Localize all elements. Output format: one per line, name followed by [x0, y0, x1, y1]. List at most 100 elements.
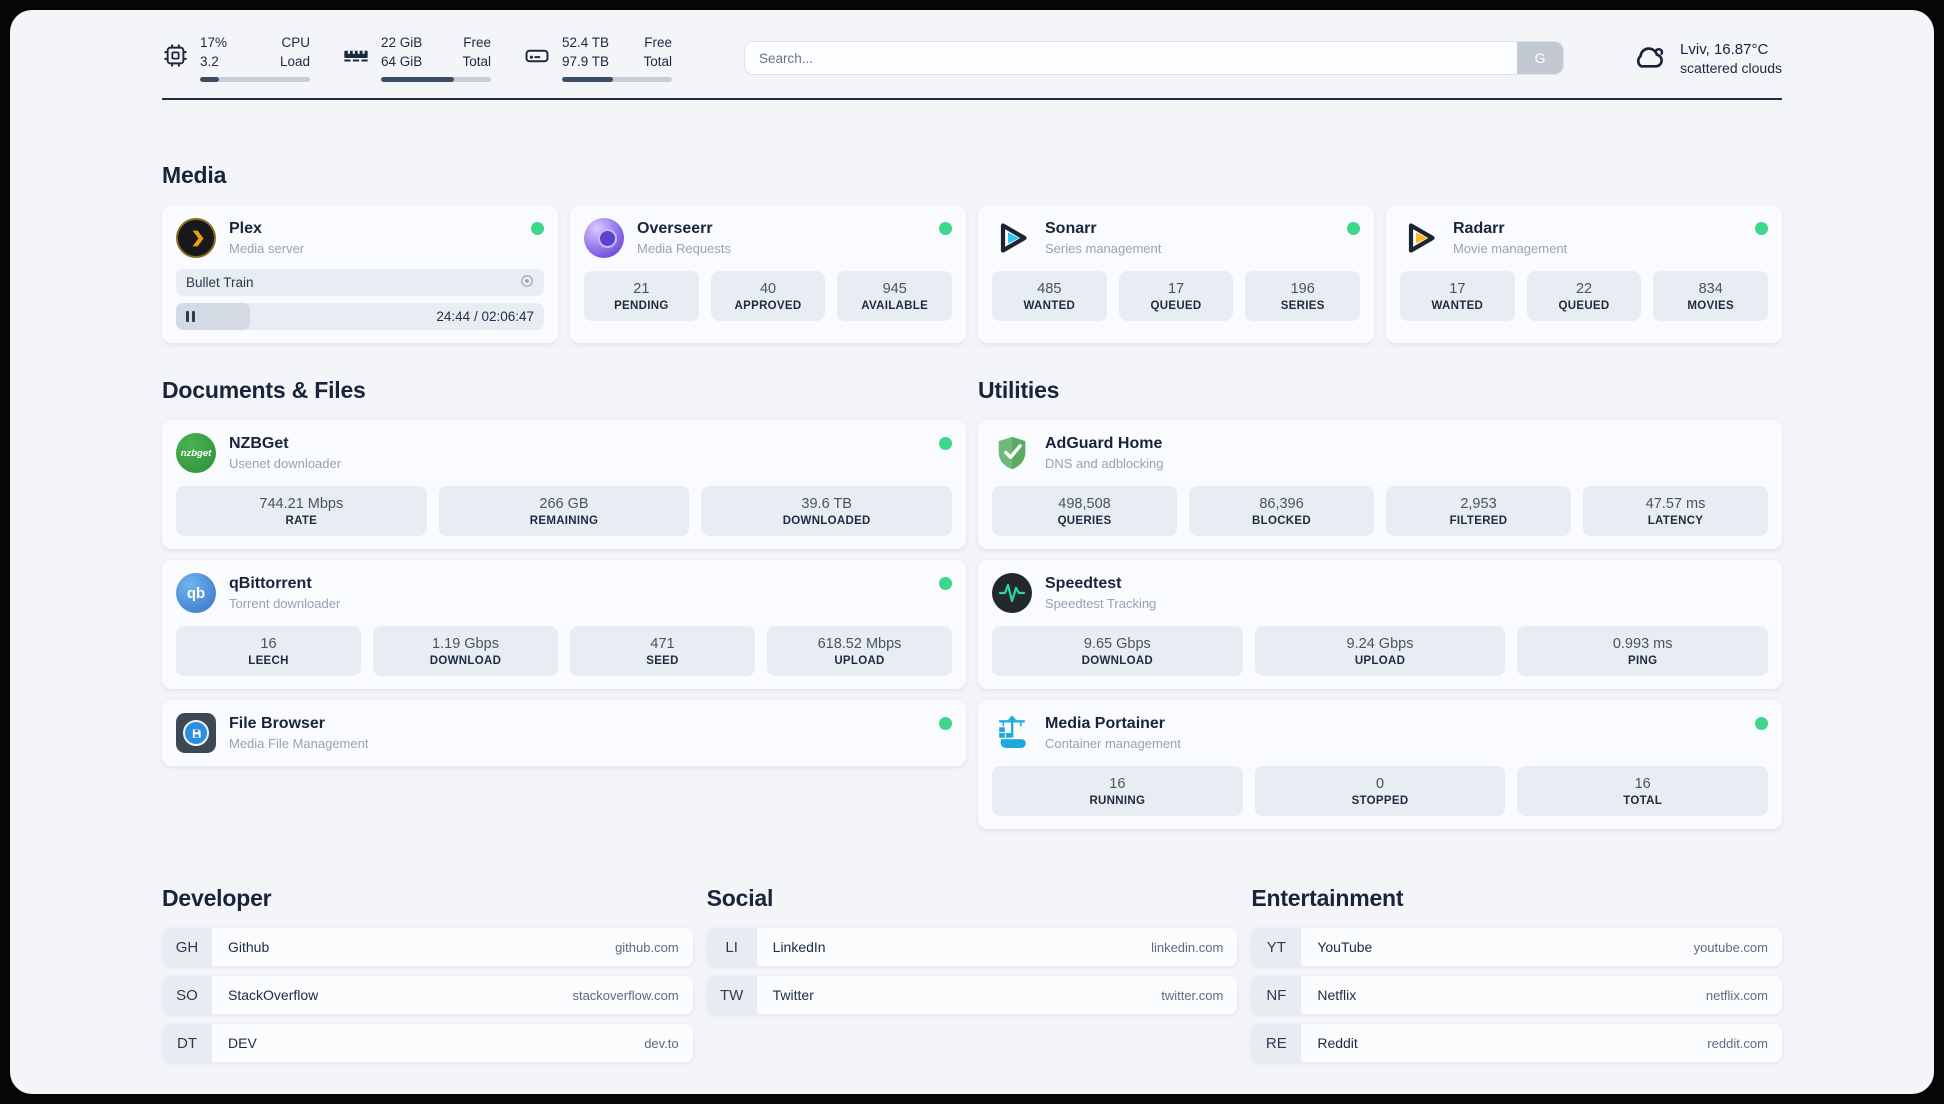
weather-condition: scattered clouds: [1680, 59, 1782, 76]
section-title-media: Media: [162, 162, 227, 188]
ram-total-value: 64 GiB: [381, 54, 423, 69]
app-card-overseerr[interactable]: Overseerr Media Requests 21 PENDING 40 APP…: [570, 205, 966, 343]
memory-icon: [342, 42, 370, 82]
stat-total: 16 TOTAL: [1517, 766, 1769, 816]
app-name: File Browser: [229, 715, 326, 732]
pause-icon[interactable]: [186, 311, 195, 322]
disk-widget: 52.4 TB 97.9 TB Free Total: [523, 34, 672, 82]
stat-wanted: 485 WANTED: [992, 271, 1107, 321]
bookmark-name: LinkedIn: [772, 939, 826, 955]
cpu-percent: 17%: [200, 35, 228, 51]
ram-label-1: Free: [463, 35, 491, 51]
bookmark-url: youtube.com: [1693, 939, 1768, 955]
app-card-portainer[interactable]: Media Portainer Container management 16 R…: [978, 700, 1782, 829]
plex-icon: [176, 218, 216, 258]
bookmark-url: linkedin.com: [1151, 939, 1224, 955]
app-name: Speedtest: [1045, 575, 1122, 592]
app-card-speedtest[interactable]: Speedtest Speedtest Tracking 9.65 Gbps DO…: [978, 560, 1782, 689]
ram-progress-fill: [381, 76, 454, 82]
bookmark-url: reddit.com: [1707, 1035, 1768, 1051]
ram-label-2: Total: [462, 54, 491, 69]
bookmark-stackoverflow[interactable]: SO StackOverflow stackoverflow.com: [162, 976, 693, 1014]
app-card-radarr[interactable]: Radarr Movie management 17 WANTED 22 QUEUE…: [1386, 205, 1782, 343]
nzbget-icon: nzbget: [176, 433, 216, 473]
app-name: AdGuard Home: [1045, 435, 1163, 452]
app-card-adguard[interactable]: AdGuard Home DNS and adblocking 498,508 Q…: [978, 420, 1782, 549]
app-description: DNS and adblocking: [1045, 456, 1164, 471]
status-online-dot: [1755, 717, 1768, 730]
stat-filtered: 2,953 FILTERED: [1386, 486, 1571, 536]
app-name: Media Portainer: [1045, 715, 1166, 732]
app-description: Movie management: [1453, 241, 1568, 256]
bookmark-name: Twitter: [772, 987, 814, 1003]
stat-seed: 471 SEED: [570, 626, 755, 676]
bookmark-github[interactable]: GH Github github.com: [162, 928, 693, 966]
cpu-progress-fill: [200, 76, 219, 82]
stat-approved: 40 APPROVED: [710, 271, 826, 321]
stat-remaining: 266 GB REMAINING: [438, 486, 690, 536]
stat-queued: 17 QUEUED: [1118, 271, 1234, 321]
app-name: qBittorrent: [229, 575, 312, 592]
stat-latency: 47.57 ms LATENCY: [1583, 486, 1768, 536]
bookmark-name: Netflix: [1317, 987, 1357, 1003]
speedtest-icon: [992, 573, 1032, 613]
memory-widget: 22 GiB 64 GiB Free Total: [342, 34, 491, 82]
bookmark-reddit[interactable]: RE Reddit reddit.com: [1251, 1024, 1782, 1062]
bookmark-url: github.com: [615, 939, 679, 955]
playback-time: 24:44 / 02:06:47: [436, 309, 534, 324]
stat-series: 196 SERIES: [1245, 271, 1361, 321]
playback-progress-row: 24:44 / 02:06:47: [176, 303, 544, 330]
stat-blocked: 86,396 BLOCKED: [1189, 486, 1374, 536]
bookmark-name: Github: [228, 939, 270, 955]
portainer-icon: [992, 713, 1032, 753]
app-name: Plex: [229, 220, 262, 237]
bookmark-youtube[interactable]: YT YouTube youtube.com: [1251, 928, 1782, 966]
app-card-sonarr[interactable]: Sonarr Series management 485 WANTED 17 QUE…: [978, 205, 1374, 343]
app-description: Media server: [229, 241, 305, 256]
bookmark-url: stackoverflow.com: [572, 987, 679, 1003]
top-bar: 17% 3.2 CPU Load: [162, 26, 1782, 90]
cpu-label-2: Load: [279, 54, 310, 69]
app-name: Sonarr: [1045, 220, 1097, 237]
stat-pending: 21 PENDING: [584, 271, 699, 321]
cpu-label-1: CPU: [281, 35, 310, 51]
app-description: Usenet downloader: [229, 456, 342, 471]
stat-stopped: 0 STOPPED: [1254, 766, 1506, 816]
bookmark-linkedin[interactable]: LI LinkedIn linkedin.com: [706, 928, 1238, 966]
app-card-filebrowser[interactable]: File Browser Media File Management: [162, 700, 966, 766]
bookmark-twitter[interactable]: TW Twitter twitter.com: [706, 976, 1238, 1014]
bookmark-dev[interactable]: DT DEV dev.to: [162, 1024, 693, 1062]
app-description: Media File Management: [229, 736, 369, 751]
dashboard: 17% 3.2 CPU Load: [10, 10, 1934, 1094]
status-online-dot: [939, 222, 952, 235]
search-button[interactable]: G: [1517, 42, 1564, 74]
section-title-social: Social: [706, 885, 774, 911]
app-description: Media Requests: [637, 241, 731, 256]
disk-progress-fill: [562, 76, 613, 82]
bookmark-netflix[interactable]: NF Netflix netflix.com: [1251, 976, 1782, 1014]
stat-download: 9.65 Gbps DOWNLOAD: [992, 626, 1243, 676]
record-icon[interactable]: [520, 274, 534, 291]
app-description: Speedtest Tracking: [1045, 596, 1157, 611]
app-card-qbittorrent[interactable]: qb qBittorrent Torrent downloader 16 LEEC…: [162, 560, 966, 689]
search-input[interactable]: [745, 50, 1518, 66]
status-online-dot: [939, 717, 952, 730]
app-card-nzbget[interactable]: nzbget NZBGet Usenet downloader 744.21 M…: [162, 420, 966, 549]
weather-widget: Lviv, 16.87°C scattered clouds: [1630, 40, 1782, 77]
section-title-developer: Developer: [162, 885, 272, 911]
cpu-progress-bar: [200, 76, 310, 82]
stat-leech: 16 LEECH: [176, 626, 361, 676]
stat-queued: 22 QUEUED: [1526, 271, 1642, 321]
stat-queries: 498,508 QUERIES: [992, 486, 1177, 536]
status-online-dot: [939, 437, 952, 450]
topbar-divider: [162, 98, 1782, 100]
bookmark-name: StackOverflow: [228, 987, 319, 1003]
bookmark-abbr: LI: [706, 928, 757, 966]
disk-label-1: Free: [644, 35, 672, 51]
stat-movies: 834 MOVIES: [1653, 271, 1769, 321]
app-description: Torrent downloader: [229, 596, 341, 611]
cpu-load-value: 3.2: [200, 54, 219, 69]
disk-icon: [523, 42, 551, 82]
app-card-plex[interactable]: Plex Media server Bullet Train 24:44 / 0…: [162, 205, 558, 343]
weather-location-temp: Lviv, 16.87°C: [1680, 40, 1769, 58]
